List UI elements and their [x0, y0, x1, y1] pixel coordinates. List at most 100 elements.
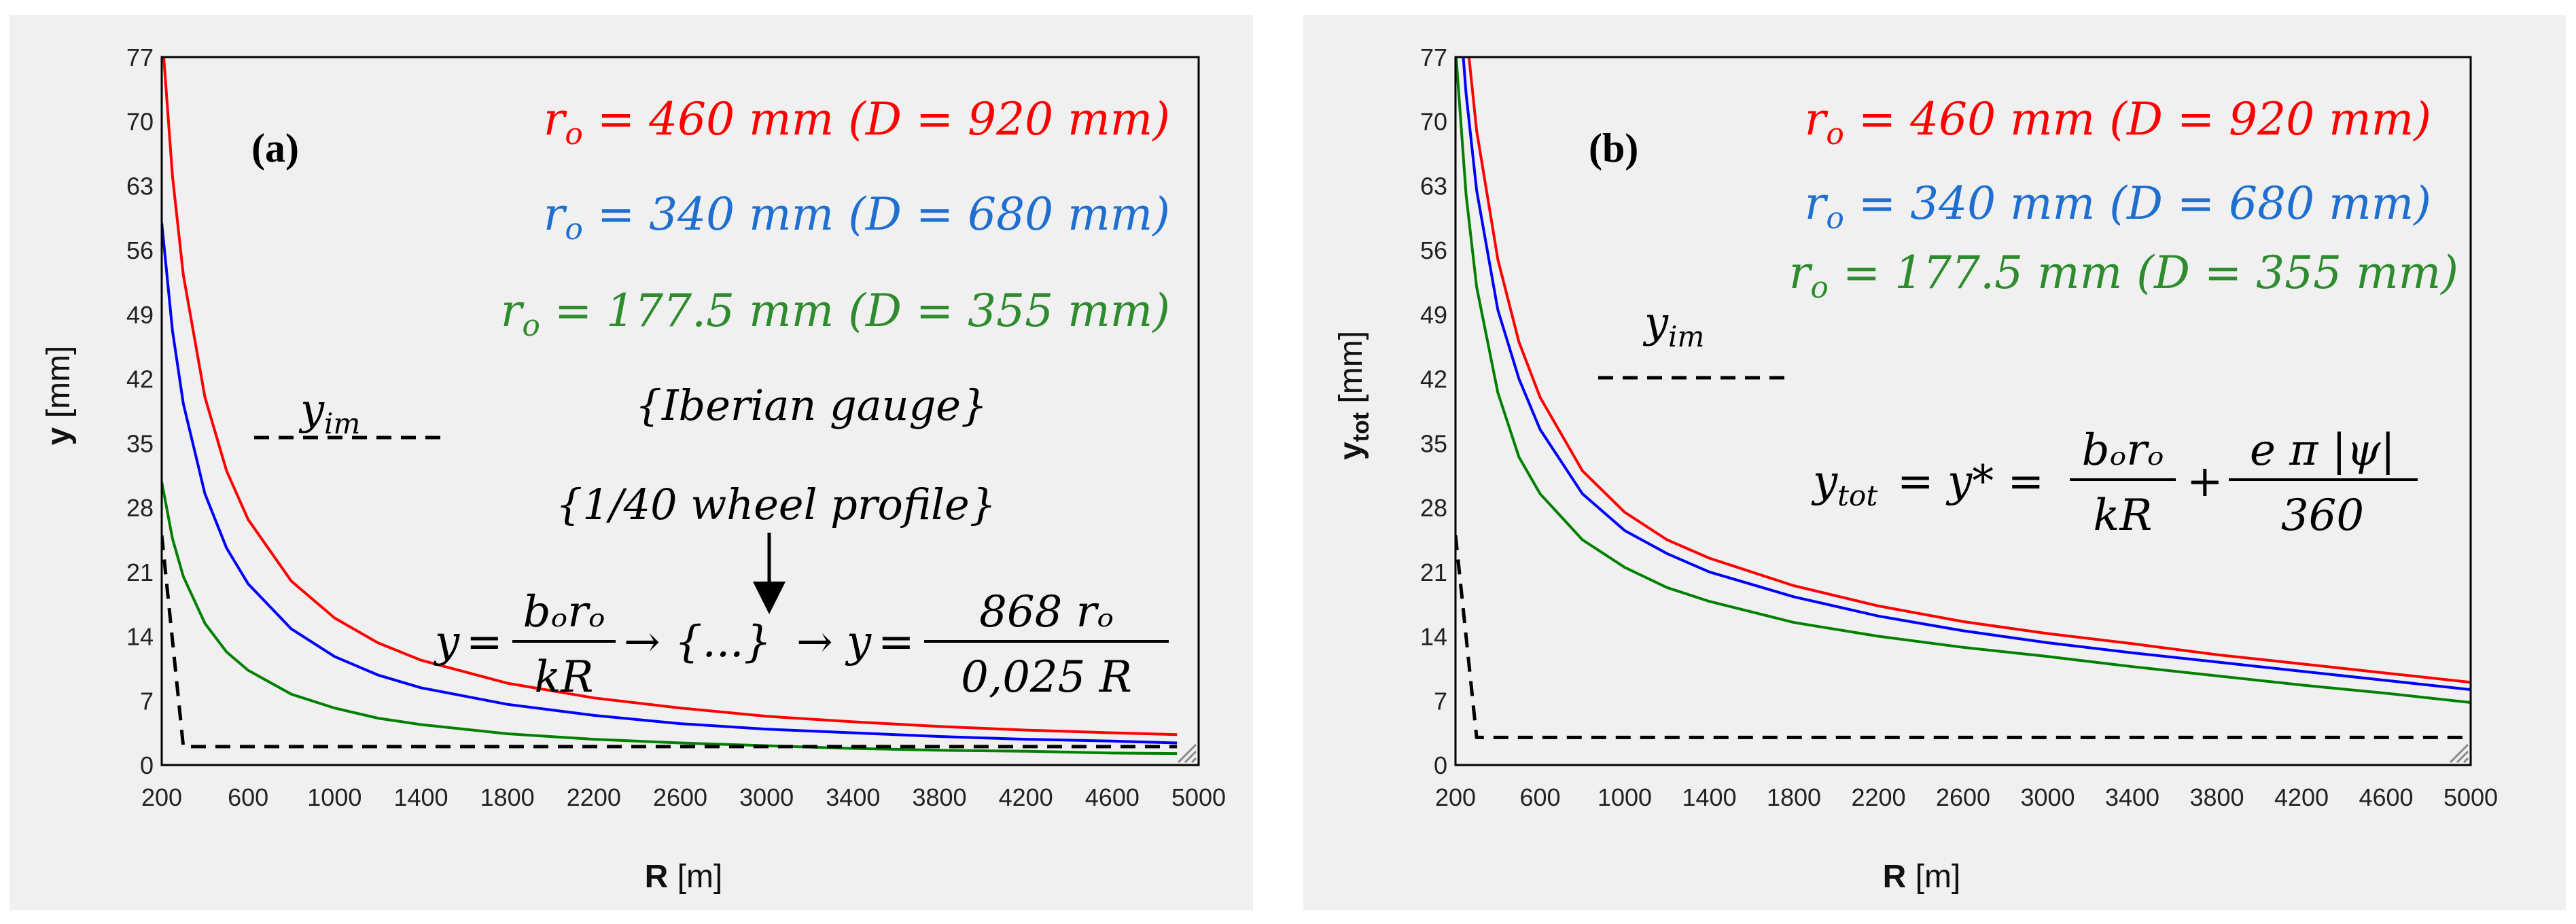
x-tick-labels: 200 600 1000 1400 1800 2200 2600 3000 3400 3800 42…: [1435, 783, 2498, 811]
x-tick-label: 3000: [739, 783, 794, 811]
grip-line: [2449, 743, 2469, 764]
svg-text:e π |ψ|: e π |ψ|: [2250, 425, 2395, 476]
grip-line: [1177, 743, 1197, 764]
resize-grip-icon[interactable]: [2449, 743, 2469, 764]
y-tick-label: 35: [1420, 429, 1447, 457]
panel-label: (b): [1589, 126, 1638, 171]
x-tick-label: 4600: [2359, 783, 2413, 811]
svg-text:+: +: [2187, 457, 2223, 507]
chart-a-svg: 200 600 1000 1400 1800 2200 2600 3000 3400 3800 42…: [41, 43, 1226, 895]
x-tick-label: 600: [1519, 783, 1560, 811]
series-line-0: [162, 57, 1178, 736]
y-tick-labels: 0 7 14 21 28 35 42 49 56 63 70 77: [126, 43, 154, 779]
x-tick-label: 1800: [1767, 783, 1821, 811]
svg-text:y: y: [845, 617, 872, 667]
series-lines: [162, 57, 1178, 756]
series-line-1: [162, 222, 1178, 745]
svg-text:=: =: [878, 617, 915, 667]
y-tick-label: 28: [126, 494, 154, 522]
y-tick-label: 63: [126, 172, 154, 200]
x-tick-label: 600: [228, 783, 268, 811]
x-tick-label: 1000: [1598, 783, 1652, 811]
x-tick-label: 3800: [912, 783, 966, 811]
y-tick-label: 42: [126, 366, 154, 393]
x-tick-label: 5000: [1171, 783, 1226, 811]
x-tick-label: 2600: [1936, 783, 1990, 811]
svg-text:bₒrₒ: bₒrₒ: [2082, 425, 2164, 476]
y-tick-labels: 0 7 14 21 28 35 42 49 56 63 70 77: [1420, 43, 1447, 779]
y-tick-label: 35: [126, 429, 154, 457]
svg-text:→: →: [624, 617, 660, 667]
svg-text:kR: kR: [535, 652, 594, 703]
x-axis-title: R [m]: [645, 859, 723, 895]
x-tick-label: 200: [1435, 783, 1476, 811]
y-tick-label: 14: [126, 623, 154, 651]
formula-b: ytot = y* = bₒrₒ kR + e π |ψ| 360: [1811, 425, 2418, 541]
y-tick-label: 77: [126, 43, 154, 71]
series-line-0: [1467, 57, 2471, 684]
svg-text:868 rₒ: 868 rₒ: [979, 587, 1114, 637]
x-tick-label: 2600: [653, 783, 707, 811]
x-tick-label: 1800: [480, 783, 535, 811]
series-line-1: [1462, 57, 2471, 691]
svg-text:0,025 R: 0,025 R: [961, 652, 1132, 703]
legend-entry-red: ro = 460 mm (D = 920 mm): [544, 93, 1170, 152]
x-tick-label: 3800: [2189, 783, 2244, 811]
y-im-label: yim: [1642, 298, 1704, 353]
x-tick-label: 200: [141, 783, 182, 811]
svg-text:y: y: [433, 617, 460, 667]
plot-frame: [1454, 56, 2472, 766]
grip-line: [1190, 757, 1197, 764]
grip-line: [2463, 757, 2469, 764]
legend-entry-blue: ro = 340 mm (D = 680 mm): [1805, 177, 2431, 236]
y-tick-label: 70: [1420, 108, 1447, 136]
y-tick-label: 14: [1420, 623, 1447, 651]
y-tick-label: 77: [1420, 43, 1447, 71]
y-tick-label: 49: [126, 301, 154, 329]
legend-entry-blue: ro = 340 mm (D = 680 mm): [544, 188, 1170, 247]
svg-text:ytot: ytot: [1811, 457, 1877, 512]
y-tick-label: 49: [1420, 301, 1447, 329]
y-tick-label: 56: [126, 236, 154, 264]
chart-panel-b: 200 600 1000 1400 1800 2200 2600 3000 3400 3800 42…: [1303, 15, 2566, 910]
svg-text:{...}: {...}: [675, 617, 771, 667]
formula-a: y = bₒrₒ kR → {...} → y = 868 rₒ 0,025 R: [433, 587, 1169, 703]
y-tick-label: 0: [1434, 751, 1447, 779]
series-line-2: [1455, 57, 2471, 704]
y-tick-label: 56: [1420, 236, 1447, 264]
series-line-2: [162, 481, 1178, 756]
x-axis-title: R [m]: [1883, 859, 1961, 895]
plot-frame: [160, 56, 1200, 766]
x-tick-label: 1400: [1682, 783, 1736, 811]
y-tick-label: 0: [140, 751, 154, 779]
svg-text:→: →: [796, 617, 833, 667]
y-tick-label: 21: [126, 558, 154, 586]
x-tick-label: 4200: [2274, 783, 2329, 811]
resize-grip-icon[interactable]: [1177, 743, 1197, 764]
y-tick-label: 70: [126, 108, 154, 136]
profile-arrow-head: [753, 582, 786, 614]
x-tick-label: 3000: [2020, 783, 2075, 811]
x-tick-label: 3400: [2105, 783, 2159, 811]
x-tick-label: 3400: [826, 783, 880, 811]
chart-panel-a: 200 600 1000 1400 1800 2200 2600 3000 3400 3800 42…: [10, 15, 1253, 910]
x-tick-labels: 200 600 1000 1400 1800 2200 2600 3000 3400 3800 42…: [141, 783, 1226, 811]
series-line-y-im: [1455, 535, 2471, 739]
y-tick-label: 21: [1420, 558, 1447, 586]
y-tick-label: 7: [1434, 687, 1447, 715]
y-tick-label: 7: [140, 687, 154, 715]
panel-label: (a): [251, 126, 299, 171]
y-tick-label: 63: [1420, 172, 1447, 200]
svg-text:=: =: [466, 617, 503, 667]
y-tick-label: 42: [1420, 366, 1447, 393]
x-tick-label: 2200: [567, 783, 621, 811]
y-axis-title: ytot [mm]: [1333, 331, 1374, 460]
svg-text:bₒrₒ: bₒrₒ: [523, 587, 605, 637]
grip-line: [2456, 750, 2469, 764]
legend-entry-green: ro = 177.5 mm (D = 355 mm): [501, 285, 1170, 343]
profile-annotation: {1/40 wheel profile}: [556, 480, 996, 529]
grip-line: [1184, 750, 1197, 764]
x-tick-label: 5000: [2443, 783, 2498, 811]
x-tick-label: 4200: [999, 783, 1053, 811]
x-tick-label: 1000: [307, 783, 361, 811]
